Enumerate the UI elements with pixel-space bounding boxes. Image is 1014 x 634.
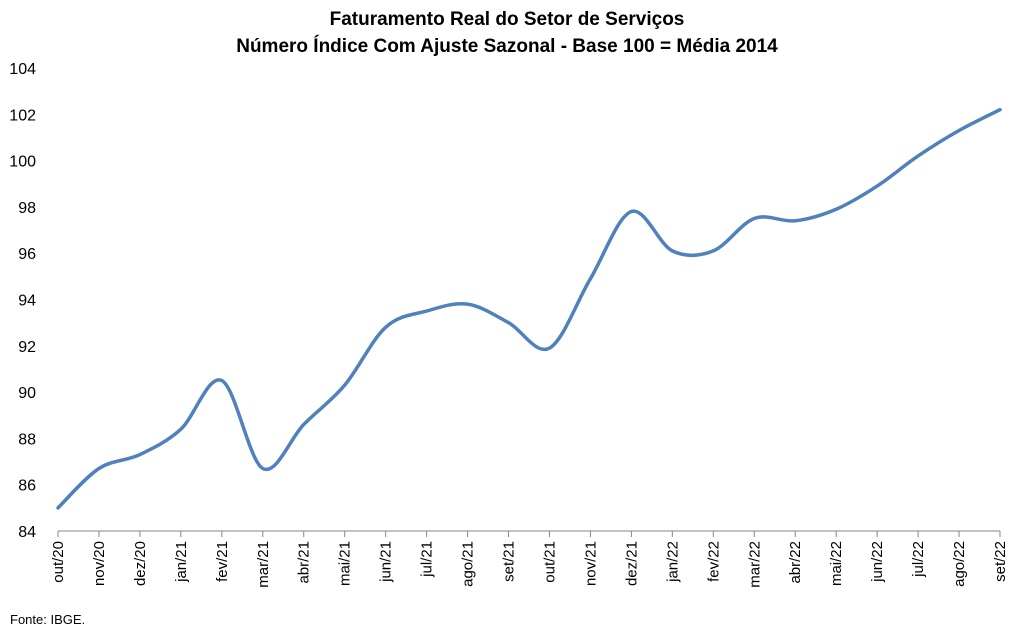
x-tick-label: abr/22 (787, 541, 804, 584)
y-tick-label: 102 (9, 107, 36, 124)
y-tick-label: 96 (18, 246, 36, 263)
x-tick-label: fev/22 (705, 541, 722, 582)
x-tick-label: mar/21 (255, 541, 272, 588)
x-tick-label: mai/22 (828, 541, 845, 586)
y-tick-label: 92 (18, 339, 36, 356)
x-tick-label: out/21 (541, 541, 558, 583)
x-tick-label: set/22 (992, 541, 1009, 582)
x-tick-label: jul/22 (910, 541, 927, 578)
chart-subtitle: Número Índice Com Ajuste Sazonal - Base … (236, 36, 778, 57)
series-line (56, 107, 1002, 510)
x-tick-label: ago/21 (460, 541, 477, 587)
x-tick-label: set/21 (501, 541, 518, 582)
y-tick-label: 84 (18, 524, 36, 541)
x-tick-label: nov/20 (91, 541, 108, 586)
source-note: Fonte: IBGE. (10, 612, 86, 627)
chart-title: Faturamento Real do Setor de Serviços (329, 9, 685, 30)
y-tick-label: 86 (18, 478, 36, 495)
y-tick-label: 104 (9, 61, 36, 78)
x-tick-label: jan/22 (664, 541, 681, 583)
y-tick-label: 90 (18, 385, 36, 402)
y-tick-label: 98 (18, 200, 36, 217)
x-tick-label: jan/21 (173, 541, 190, 583)
x-tick-label: mar/22 (746, 541, 763, 588)
y-tick-label: 100 (9, 154, 36, 171)
x-tick-label: jun/22 (869, 541, 886, 583)
x-tick-label: dez/21 (623, 541, 640, 586)
y-tick-label: 88 (18, 431, 36, 448)
x-tick-label: mai/21 (337, 541, 354, 586)
x-tick-label: fev/21 (214, 541, 231, 582)
x-tick-label: jun/21 (378, 541, 395, 583)
x-tick-label: jul/21 (419, 541, 436, 578)
x-tick-label: abr/21 (296, 541, 313, 584)
y-tick-label: 94 (18, 293, 36, 310)
x-tick-label: ago/22 (951, 541, 968, 587)
x-tick-label: out/20 (50, 541, 67, 583)
x-tick-label: nov/21 (582, 541, 599, 586)
x-tick-label: dez/20 (132, 541, 149, 586)
